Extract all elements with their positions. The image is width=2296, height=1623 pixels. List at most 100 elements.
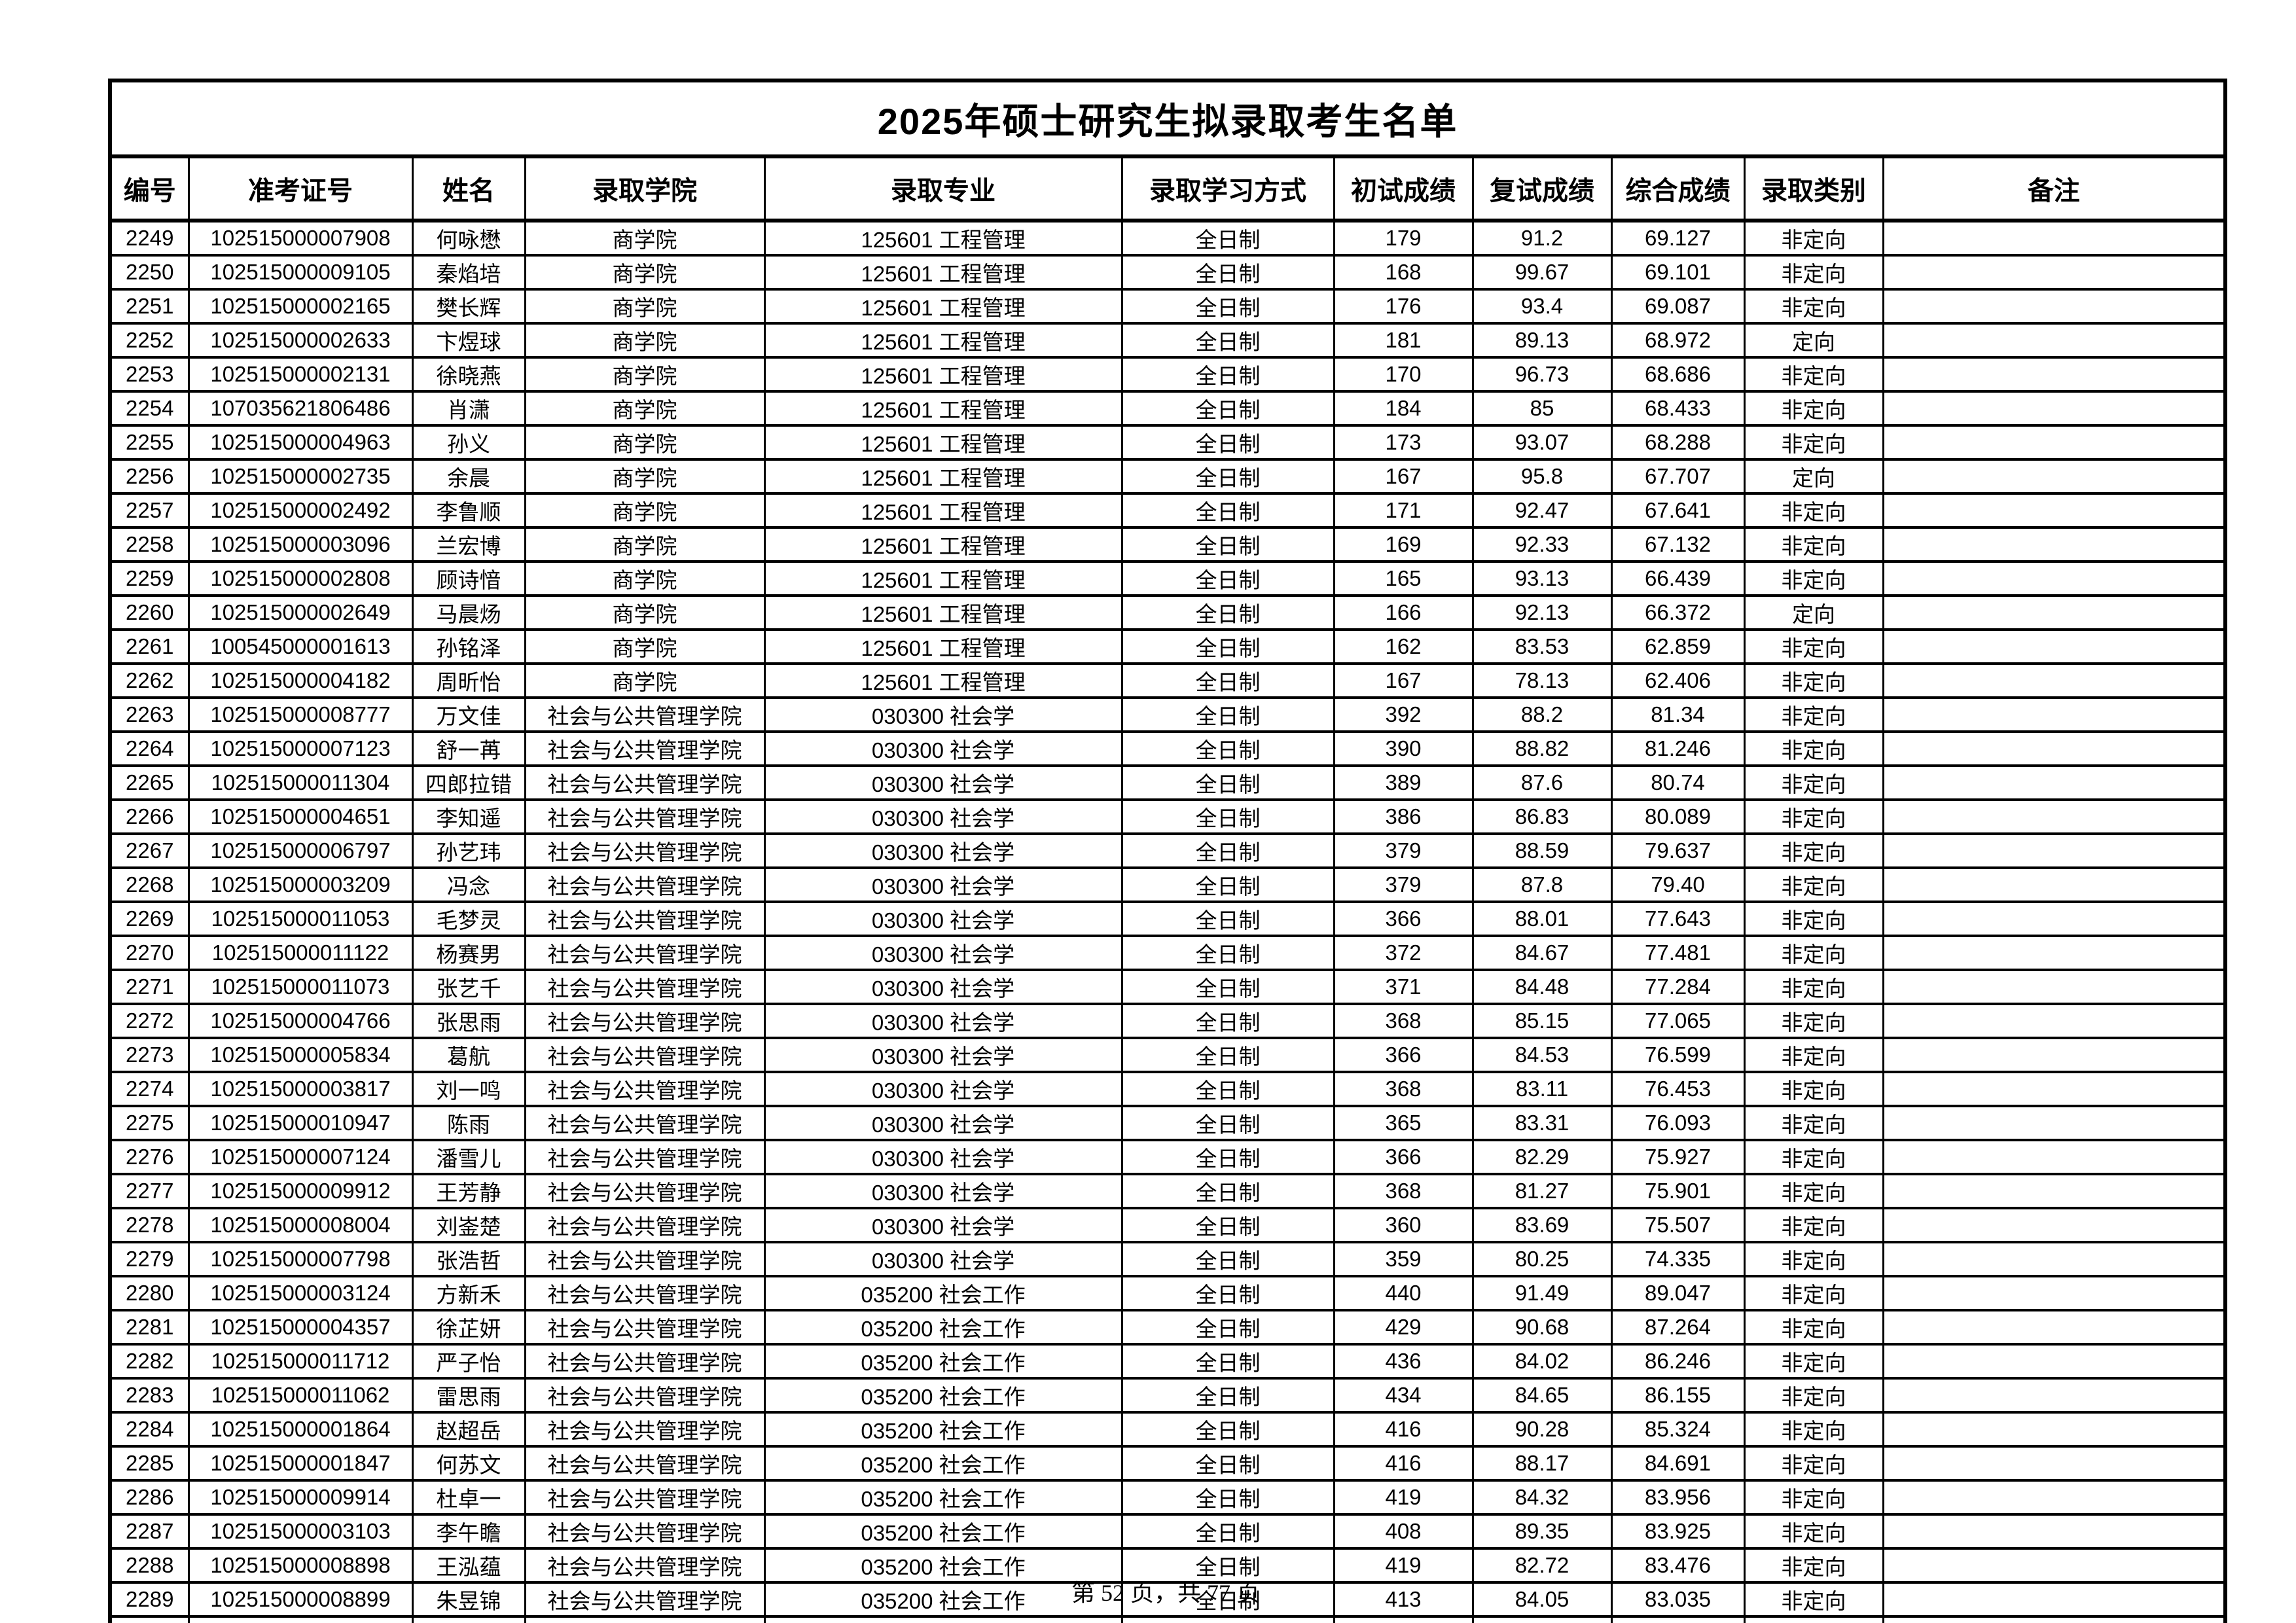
cell: 全日制 bbox=[1121, 560, 1335, 597]
table-body: 2249 102515000007908 何咏懋 商学院 125601 工程管理 全日制 1… bbox=[109, 219, 2227, 1623]
cell: 434 bbox=[1333, 1377, 1474, 1414]
cell: 359 bbox=[1333, 1241, 1474, 1277]
cell bbox=[1882, 560, 2227, 597]
cell: 125601 工程管理 bbox=[763, 424, 1123, 461]
cell: 92.33 bbox=[1471, 526, 1613, 563]
cell: 62.859 bbox=[1610, 628, 1746, 665]
cell: 非定向 bbox=[1743, 1173, 1884, 1209]
cell: 非定向 bbox=[1743, 560, 1884, 597]
cell: 66.439 bbox=[1610, 560, 1746, 597]
cell: 165 bbox=[1333, 560, 1474, 597]
cell: 葛航 bbox=[411, 1037, 526, 1073]
cell: 全日制 bbox=[1121, 1037, 1335, 1073]
cell: 125601 工程管理 bbox=[763, 322, 1123, 359]
cell: 436 bbox=[1333, 1343, 1474, 1380]
table-row: 2276 102515000007124 潘雪儿 社会与公共管理学院 030300 社会… bbox=[109, 1139, 2227, 1175]
cell: 368 bbox=[1333, 1173, 1474, 1209]
cell: 2258 bbox=[109, 526, 190, 563]
cell: 商学院 bbox=[524, 424, 766, 461]
cell: 全日制 bbox=[1121, 1241, 1335, 1277]
cell: 2253 bbox=[109, 356, 190, 393]
cell: 102515000011122 bbox=[187, 935, 414, 971]
cell: 2251 bbox=[109, 288, 190, 325]
cell: 90.68 bbox=[1471, 1309, 1613, 1346]
cell: 83.69 bbox=[1471, 1207, 1613, 1243]
cell: 全日制 bbox=[1121, 526, 1335, 563]
cell: 全日制 bbox=[1121, 458, 1335, 495]
cell: 非定向 bbox=[1743, 526, 1884, 563]
cell: 379 bbox=[1333, 832, 1474, 869]
cell: 86.83 bbox=[1471, 798, 1613, 835]
cell: 184 bbox=[1333, 390, 1474, 427]
cell: 刘崟楚 bbox=[411, 1207, 526, 1243]
column-header: 初试成绩 bbox=[1333, 155, 1474, 223]
cell: 非定向 bbox=[1743, 1343, 1884, 1380]
cell: 全日制 bbox=[1121, 1275, 1335, 1311]
cell: 2288 bbox=[109, 1547, 190, 1584]
cell: 80.089 bbox=[1610, 798, 1746, 835]
cell: 全日制 bbox=[1121, 832, 1335, 869]
cell: 81.34 bbox=[1610, 696, 1746, 733]
cell: 非定向 bbox=[1743, 1411, 1884, 1448]
cell: 全日制 bbox=[1121, 1479, 1335, 1516]
cell: 168 bbox=[1333, 254, 1474, 291]
cell: 2276 bbox=[109, 1139, 190, 1175]
page-title: 2025年硕士研究生拟录取考生名单 bbox=[110, 80, 2226, 158]
cell bbox=[1882, 254, 2227, 291]
cell: 77.643 bbox=[1610, 901, 1746, 937]
cell: 030300 社会学 bbox=[763, 1003, 1123, 1039]
cell: 非定向 bbox=[1743, 696, 1884, 733]
cell: 全日制 bbox=[1121, 1105, 1335, 1141]
cell: 非定向 bbox=[1743, 1207, 1884, 1243]
cell: 何苏文 bbox=[411, 1445, 526, 1482]
cell: 125601 工程管理 bbox=[763, 560, 1123, 597]
cell: 商学院 bbox=[524, 492, 766, 529]
cell: 非定向 bbox=[1743, 1139, 1884, 1175]
cell: 全日制 bbox=[1121, 866, 1335, 903]
cell: 非定向 bbox=[1743, 1071, 1884, 1107]
cell: 全日制 bbox=[1121, 798, 1335, 835]
cell: 429 bbox=[1333, 1309, 1474, 1346]
cell: 社会与公共管理学院 bbox=[524, 798, 766, 835]
cell: 102515000006797 bbox=[187, 832, 414, 869]
cell: 125601 工程管理 bbox=[763, 356, 1123, 393]
cell: 372 bbox=[1333, 935, 1474, 971]
cell: 社会与公共管理学院 bbox=[524, 1377, 766, 1414]
cell: 张思雨 bbox=[411, 1003, 526, 1039]
cell: 社会与公共管理学院 bbox=[524, 1105, 766, 1141]
cell: 商学院 bbox=[524, 526, 766, 563]
cell bbox=[1882, 764, 2227, 801]
cell: 030300 社会学 bbox=[763, 1207, 1123, 1243]
cell: 030300 社会学 bbox=[763, 832, 1123, 869]
cell bbox=[1882, 1071, 2227, 1107]
cell: 125601 工程管理 bbox=[763, 526, 1123, 563]
table-row: 2251 102515000002165 樊长辉 商学院 125601 工程管理 全日制 1… bbox=[109, 288, 2227, 325]
cell: 102515000008004 bbox=[187, 1207, 414, 1243]
cell: 102515000004651 bbox=[187, 798, 414, 835]
cell: 69.101 bbox=[1610, 254, 1746, 291]
cell: 100545000001613 bbox=[187, 628, 414, 665]
column-header: 姓名 bbox=[411, 155, 526, 223]
cell: 社会与公共管理学院 bbox=[524, 901, 766, 937]
cell: 107035621806486 bbox=[187, 390, 414, 427]
cell: 69.087 bbox=[1610, 288, 1746, 325]
cell bbox=[1882, 1105, 2227, 1141]
table-row: 2267 102515000006797 孙艺玮 社会与公共管理学院 030300 社会… bbox=[109, 832, 2227, 869]
cell: 035200 社会工作 bbox=[763, 1547, 1123, 1584]
cell: 2286 bbox=[109, 1479, 190, 1516]
cell: 179 bbox=[1333, 219, 1474, 257]
cell: 非定向 bbox=[1743, 1445, 1884, 1482]
cell: 68.686 bbox=[1610, 356, 1746, 393]
cell: 365 bbox=[1333, 1105, 1474, 1141]
cell: 76.599 bbox=[1610, 1037, 1746, 1073]
cell: 雷思雨 bbox=[411, 1377, 526, 1414]
cell: 2261 bbox=[109, 628, 190, 665]
cell: 全日制 bbox=[1121, 662, 1335, 699]
cell: 非定向 bbox=[1743, 832, 1884, 869]
cell: 非定向 bbox=[1743, 254, 1884, 291]
cell: 商学院 bbox=[524, 662, 766, 699]
cell: 102515000004766 bbox=[187, 1003, 414, 1039]
cell: 非定向 bbox=[1743, 288, 1884, 325]
cell: 125601 工程管理 bbox=[763, 492, 1123, 529]
